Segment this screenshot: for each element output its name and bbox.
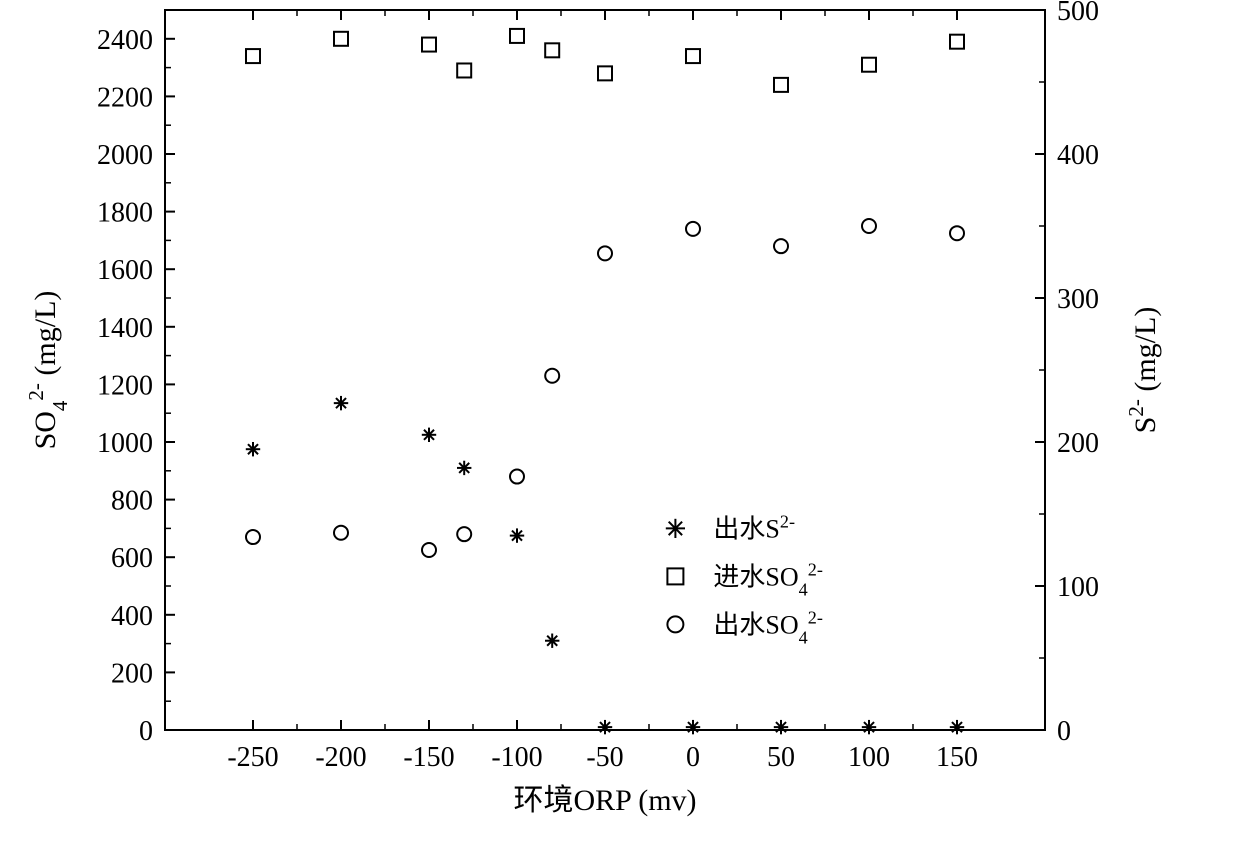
y-right-tick-label: 500 — [1057, 0, 1099, 27]
x-tick-label: -150 — [403, 742, 454, 773]
y-left-tick-label: 1200 — [97, 370, 153, 401]
y-left-tick-label: 2200 — [97, 82, 153, 113]
y-left-tick-label: 1000 — [97, 428, 153, 459]
marker-asterisk — [457, 461, 471, 475]
x-tick-label: 100 — [848, 742, 890, 773]
chart-container: -250 -200 -150 -100 -50 0 50 100 150 0 200 400 600 80… — [0, 0, 1234, 862]
y-left-tick-label: 1800 — [97, 198, 153, 229]
chart-svg: -250 -200 -150 -100 -50 0 50 100 150 0 200 400 600 80… — [0, 0, 1234, 862]
y-left-tick-label: 2000 — [97, 140, 153, 171]
marker-asterisk — [545, 634, 559, 648]
marker-asterisk — [666, 519, 685, 538]
y-right-tick-label: 400 — [1057, 140, 1099, 171]
marker-asterisk — [422, 428, 436, 442]
x-tick-label: -100 — [491, 742, 542, 773]
y-left-tick-label: 1400 — [97, 313, 153, 344]
marker-asterisk — [334, 396, 348, 410]
y-right-tick-label: 0 — [1057, 716, 1071, 747]
y-left-tick-label: 800 — [111, 486, 153, 517]
x-tick-label: -50 — [586, 742, 623, 773]
y-left-tick-label: 200 — [111, 658, 153, 689]
y-right-tick-label: 100 — [1057, 572, 1099, 603]
y-left-tick-label: 1600 — [97, 255, 153, 286]
y-left-tick-label: 600 — [111, 543, 153, 574]
y-left-tick-label: 0 — [139, 716, 153, 747]
x-tick-label: 150 — [936, 742, 978, 773]
x-tick-label: -200 — [315, 742, 366, 773]
x-tick-label: 0 — [686, 742, 700, 773]
marker-asterisk — [246, 442, 260, 456]
y-right-tick-label: 200 — [1057, 428, 1099, 459]
y-left-tick-label: 2400 — [97, 25, 153, 56]
x-tick-label: 50 — [767, 742, 795, 773]
x-axis-label: 环境ORP (mv) — [513, 784, 696, 817]
y-left-tick-label: 400 — [111, 601, 153, 632]
x-tick-label: -250 — [227, 742, 278, 773]
y-right-tick-label: 300 — [1057, 284, 1099, 315]
